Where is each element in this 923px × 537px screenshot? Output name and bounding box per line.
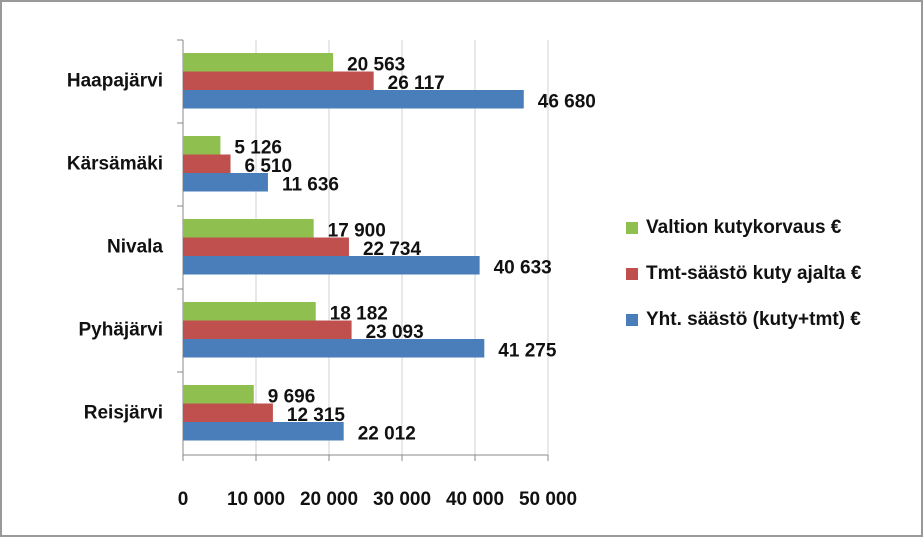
x-tick-label: 0 [178,489,189,510]
y-tick-label: Reisjärvi [84,403,163,424]
bar [183,71,374,90]
bar [183,53,334,72]
x-tick-label: 40 000 [446,489,504,510]
bar [183,136,221,155]
bar [183,403,273,422]
y-tick-label: Haapajärvi [67,71,163,92]
legend-swatch [626,268,638,280]
value-label: 41 275 [498,340,557,361]
value-label: 22 012 [358,423,416,444]
y-tick-label: Pyhäjärvi [79,320,164,341]
value-label: 20 563 [347,54,405,75]
value-label: 46 680 [538,91,596,112]
value-label: 12 315 [287,405,346,426]
bar [183,219,314,238]
value-label: 40 633 [494,257,552,278]
bar [183,237,349,256]
y-tick-label: Nivala [107,237,163,258]
value-label: 18 182 [330,303,388,324]
x-tick-label: 10 000 [227,489,285,510]
x-tick-label: 50 000 [519,489,577,510]
value-label: 6 510 [245,156,293,177]
bar [183,154,231,173]
bar [183,302,316,321]
value-label: 17 900 [328,220,386,241]
value-label: 26 117 [388,73,445,94]
legend-swatch [626,222,638,234]
bar [183,385,254,404]
value-label: 9 696 [268,386,316,407]
legend-label: Valtion kutykorvaus € [646,217,842,238]
bar [183,90,524,109]
x-tick-label: 20 000 [300,489,358,510]
value-label: 22 734 [363,239,422,260]
legend-label: Yht. säästö (kuty+tmt) € [646,309,861,330]
bar [183,339,485,358]
y-tick-label: Kärsämäki [67,154,163,175]
bar [183,320,352,339]
value-label: 5 126 [234,137,282,158]
bar [183,422,344,441]
bar [183,173,268,192]
legend-swatch [626,314,638,326]
x-tick-label: 30 000 [373,489,431,510]
bar [183,256,480,275]
value-label: 23 093 [366,322,424,343]
value-label: 11 636 [282,174,339,195]
legend-label: Tmt-säästö kuty ajalta € [646,263,862,284]
